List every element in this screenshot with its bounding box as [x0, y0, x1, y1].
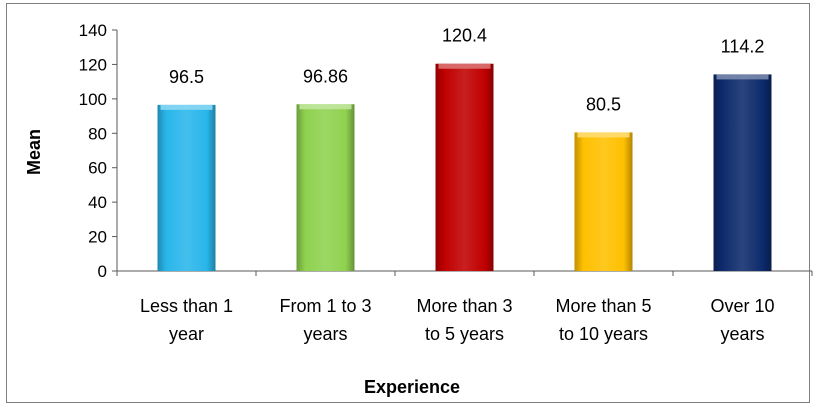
x-tick-label: to 5 years [425, 324, 504, 344]
y-tick-label: 40 [88, 193, 107, 212]
y-tick-label: 140 [79, 21, 107, 40]
bar [713, 74, 772, 271]
x-tick-label: to 10 years [559, 324, 648, 344]
data-label: 80.5 [586, 94, 621, 114]
x-tick-label: More than 3 [416, 296, 512, 316]
y-tick-label: 120 [79, 55, 107, 74]
y-tick-label: 80 [88, 124, 107, 143]
x-tick-label: years [720, 324, 764, 344]
y-tick-label: 0 [98, 262, 107, 281]
y-tick-label: 20 [88, 228, 107, 247]
bar-highlight [438, 63, 491, 69]
x-axis-title: Experience [364, 377, 460, 397]
axes: 0 20 40 60 80 100 120 140 [79, 21, 813, 281]
bar-highlight [716, 74, 769, 80]
data-label: 114.2 [721, 36, 765, 56]
x-tick-label: Over 10 [710, 296, 774, 316]
x-tick-label: years [303, 324, 347, 344]
y-tick-label: 100 [79, 90, 107, 109]
data-label: 96.86 [303, 66, 348, 86]
bar-highlight [577, 132, 630, 138]
bar [157, 104, 216, 271]
x-tick-label: year [169, 324, 204, 344]
chart-frame [6, 3, 810, 403]
bar [296, 104, 355, 272]
bar [574, 132, 633, 271]
y-tick-label: 60 [88, 159, 107, 178]
x-tick-label: From 1 to 3 [279, 296, 371, 316]
data-label: 96.5 [169, 67, 204, 87]
bars [157, 63, 772, 272]
x-tick-label: More than 5 [555, 296, 651, 316]
labels: 96.5 Less than 1 year 96.86 From 1 to 3 years… [140, 26, 775, 344]
data-label: 120.4 [442, 26, 487, 46]
bar-highlight [160, 104, 213, 110]
bar-highlight [299, 104, 352, 110]
bar [435, 63, 494, 271]
x-tick-label: Less than 1 [140, 296, 233, 316]
y-axis-title: Mean [24, 129, 44, 175]
